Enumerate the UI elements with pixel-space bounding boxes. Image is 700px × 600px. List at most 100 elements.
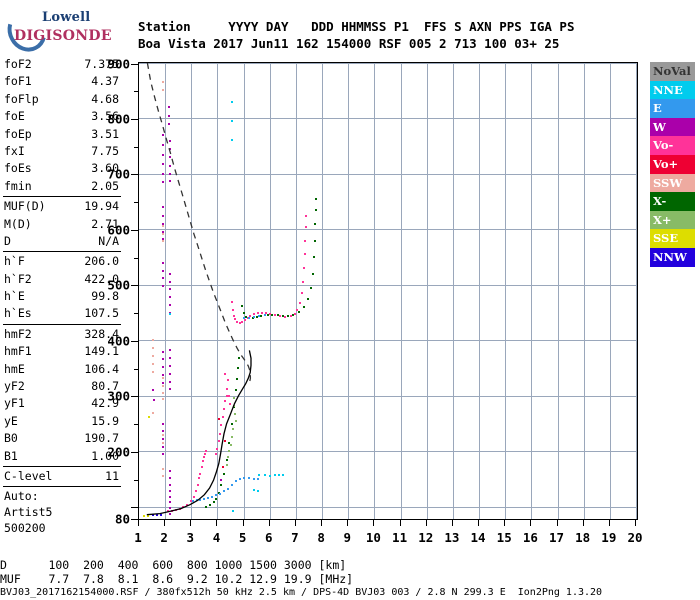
data-point (230, 422, 233, 425)
data-point (226, 388, 229, 391)
gridline-vertical (295, 63, 297, 519)
y-axis-minor-tick (134, 229, 138, 231)
legend-item-w[interactable]: W (650, 117, 695, 137)
data-point (257, 478, 260, 481)
param-row: fxI 7.75 (0, 143, 125, 160)
param-row: hmE 106.4 (0, 361, 125, 378)
legend-item-sse[interactable]: SSE (650, 229, 695, 248)
data-point (236, 320, 239, 323)
param-value: 328.4 (84, 326, 119, 341)
data-point (281, 315, 284, 318)
polarization-legend[interactable]: NoVal NNE E W Vo- Vo+ SSW X- X+ SSE NNW (650, 62, 695, 267)
data-point (202, 455, 205, 458)
legend-item-x[interactable]: X+ (650, 210, 695, 230)
data-point (162, 230, 165, 233)
x-axis-tick-label: 15 (496, 530, 512, 545)
legend-item-noval[interactable]: NoVal (650, 62, 695, 81)
param-value: 206.0 (84, 254, 119, 269)
data-point (168, 388, 171, 391)
data-point (152, 411, 155, 414)
param-row: foF1 4.37 (0, 73, 125, 90)
param-value: 19.94 (84, 199, 119, 214)
gridline-vertical (505, 63, 507, 519)
data-point (200, 465, 203, 468)
y-axis-tick-label: 400 (107, 333, 130, 349)
legend-item-vo[interactable]: Vo+ (650, 154, 695, 174)
param-key: h`F (4, 254, 25, 269)
gridline-vertical (217, 63, 219, 519)
data-point (232, 315, 235, 318)
param-value: N/A (98, 233, 119, 248)
y-axis-tick-label: 500 (107, 277, 130, 293)
gridline-vertical (531, 63, 533, 519)
legend-item-x[interactable]: X- (650, 192, 695, 211)
data-point (227, 455, 230, 458)
param-divider (3, 323, 121, 325)
data-point (152, 339, 155, 342)
gridline-vertical (348, 63, 350, 519)
data-point (263, 474, 266, 477)
data-point (223, 472, 225, 475)
data-point (161, 144, 164, 147)
data-point (168, 372, 171, 375)
param-key: fmin (4, 178, 32, 193)
data-point (162, 391, 165, 394)
param-key: yE (4, 413, 18, 428)
legend-item-nnw[interactable]: NNW (650, 247, 695, 267)
param-value: 7.375 (84, 57, 119, 71)
station-header: Station YYYY DAY DDD HHMMSS P1 FFS S AXN… (138, 18, 575, 52)
param-value: 2.71 (91, 216, 119, 231)
data-point (304, 239, 307, 242)
data-point (161, 80, 164, 83)
y-axis-minor-tick (134, 202, 138, 204)
legend-item-vo[interactable]: Vo- (650, 136, 695, 155)
gridline-vertical (374, 63, 376, 519)
param-value: 149.1 (84, 344, 119, 359)
x-axis-tick (608, 520, 610, 526)
plot-data-points (139, 62, 637, 519)
x-axis-tick-label: 16 (522, 530, 538, 545)
data-point (161, 134, 164, 137)
x-axis-tick-label: 19 (601, 530, 617, 545)
data-point (169, 172, 172, 175)
param-key: B1 (4, 448, 18, 463)
x-axis-tick (635, 520, 636, 526)
data-point (162, 468, 165, 471)
param-row: B0 190.7 (0, 430, 125, 447)
x-axis-tick-label: 2 (160, 530, 168, 545)
param-key: foE (4, 109, 25, 124)
y-axis-minor-tick (134, 424, 138, 426)
y-axis-tick-label: 800 (107, 111, 130, 127)
x-axis-tick (478, 520, 480, 526)
param-value: 107.5 (84, 306, 119, 321)
param-row: foEp 3.51 (0, 126, 125, 143)
data-point (152, 370, 155, 373)
param-row: h`E 99.8 (0, 288, 125, 305)
data-point (162, 377, 165, 380)
header-values-row: Boa Vista 2017 Jun11 162 154000 RSF 005 … (138, 36, 560, 51)
gridline-horizontal (139, 229, 637, 231)
y-axis-minor-tick (134, 118, 138, 120)
legend-item-e[interactable]: E (650, 99, 695, 118)
data-point (296, 308, 299, 311)
data-point (302, 281, 305, 284)
ionogram-plot-area[interactable] (138, 62, 638, 520)
param-value: 42.9 (91, 396, 119, 411)
legend-item-nne[interactable]: NNE (650, 80, 695, 100)
data-point (169, 483, 172, 486)
x-axis-tick-label: 4 (212, 530, 221, 545)
data-point (192, 495, 195, 498)
legend-item-ssw[interactable]: SSW (650, 173, 695, 193)
y-axis-minor-tick (134, 174, 138, 176)
y-axis-tick-label: 900 (107, 56, 130, 71)
data-point (215, 452, 218, 455)
data-point (162, 239, 165, 242)
param-key: hmF2 (4, 326, 32, 341)
param-row: yE 15.9 (0, 413, 125, 430)
data-point (234, 420, 237, 423)
data-point (162, 238, 165, 241)
data-point (314, 197, 317, 200)
param-value: 3.51 (91, 126, 119, 141)
data-point (243, 319, 246, 322)
param-key: h`F2 (4, 271, 32, 286)
